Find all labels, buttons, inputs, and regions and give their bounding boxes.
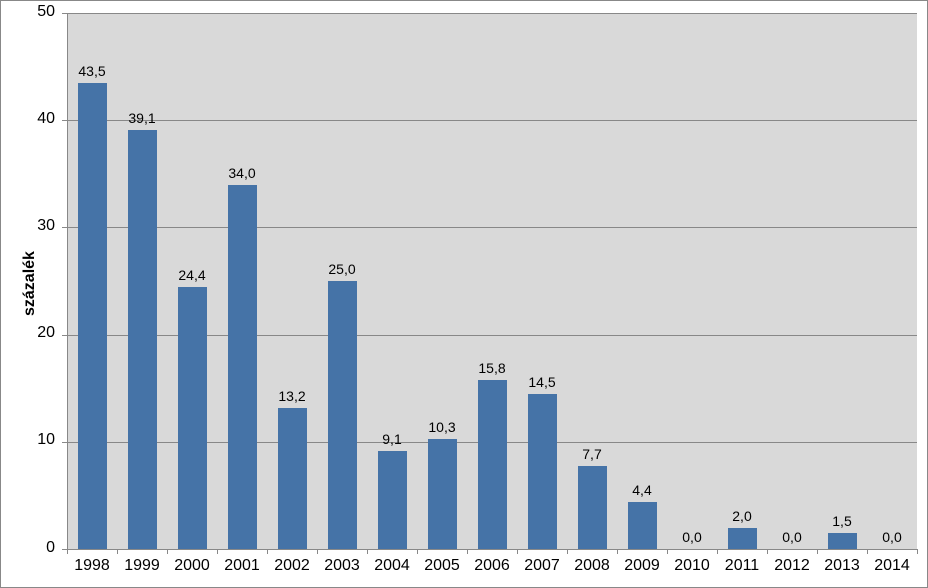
bar-slot: 0,0 xyxy=(867,13,917,549)
bar-slot: 25,0 xyxy=(317,13,367,549)
x-tick-label: 2011 xyxy=(717,557,767,575)
x-tick-label: 2012 xyxy=(767,557,817,575)
bar xyxy=(578,466,607,549)
bar-value-label: 0,0 xyxy=(867,529,917,545)
bar xyxy=(528,394,557,549)
bar-value-label: 4,4 xyxy=(617,482,667,498)
bar-value-label: 24,4 xyxy=(167,267,217,283)
y-tick-label: 40 xyxy=(15,110,55,128)
bar xyxy=(728,528,757,549)
bar-value-label: 1,5 xyxy=(817,513,867,529)
y-tick-label: 30 xyxy=(15,217,55,235)
bar-value-label: 2,0 xyxy=(717,508,767,524)
x-tick-label: 2001 xyxy=(217,557,267,575)
bar xyxy=(78,83,107,549)
x-tick-label: 1999 xyxy=(117,557,167,575)
y-tick-label: 10 xyxy=(15,431,55,449)
bar xyxy=(228,185,257,549)
bar xyxy=(828,533,857,549)
x-tick-label: 2009 xyxy=(617,557,667,575)
y-tick-label: 50 xyxy=(15,3,55,21)
bar-slot: 43,5 xyxy=(67,13,117,549)
bar-slot: 13,2 xyxy=(267,13,317,549)
bar xyxy=(428,439,457,549)
x-tick-label: 2002 xyxy=(267,557,317,575)
bar xyxy=(628,502,657,549)
bar-slot: 9,1 xyxy=(367,13,417,549)
bar xyxy=(278,408,307,550)
bar-value-label: 15,8 xyxy=(467,360,517,376)
y-tick-label: 20 xyxy=(15,324,55,342)
x-axis-line xyxy=(67,549,917,550)
bar-slot: 2,0 xyxy=(717,13,767,549)
bar-value-label: 25,0 xyxy=(317,261,367,277)
x-tick-mark xyxy=(917,549,918,554)
x-tick-label: 2003 xyxy=(317,557,367,575)
y-tick-label: 0 xyxy=(15,539,55,557)
bar-slot: 0,0 xyxy=(667,13,717,549)
bar-slot: 39,1 xyxy=(117,13,167,549)
bar-slot: 1,5 xyxy=(817,13,867,549)
y-axis-label: százalék xyxy=(21,251,39,316)
bar xyxy=(128,130,157,549)
bar-value-label: 7,7 xyxy=(567,446,617,462)
bars: 43,5 39,1 24,4 34,0 13,2 25,0 9,110,3 15,814,5 7… xyxy=(67,13,917,549)
bar-slot: 7,7 xyxy=(567,13,617,549)
bar-slot: 14,5 xyxy=(517,13,567,549)
x-tick-label: 2000 xyxy=(167,557,217,575)
bar-value-label: 14,5 xyxy=(517,374,567,390)
x-tick-label: 2014 xyxy=(867,557,917,575)
x-tick-label: 1998 xyxy=(67,557,117,575)
bar-slot: 4,4 xyxy=(617,13,667,549)
y-axis-line xyxy=(67,13,68,549)
bar-value-label: 39,1 xyxy=(117,110,167,126)
bar-value-label: 13,2 xyxy=(267,388,317,404)
x-tick-label: 2005 xyxy=(417,557,467,575)
bar xyxy=(328,281,357,549)
bar xyxy=(478,380,507,549)
bar-slot: 10,3 xyxy=(417,13,467,549)
bar xyxy=(378,451,407,549)
x-tick-label: 2007 xyxy=(517,557,567,575)
bar xyxy=(178,287,207,549)
x-tick-label: 2004 xyxy=(367,557,417,575)
bar-value-label: 0,0 xyxy=(767,529,817,545)
bar-slot: 15,8 xyxy=(467,13,517,549)
bar-value-label: 0,0 xyxy=(667,529,717,545)
bar-slot: 24,4 xyxy=(167,13,217,549)
bar-value-label: 34,0 xyxy=(217,165,267,181)
bar-slot: 34,0 xyxy=(217,13,267,549)
bar-value-label: 10,3 xyxy=(417,419,467,435)
bar-value-label: 9,1 xyxy=(367,431,417,447)
bar-value-label: 43,5 xyxy=(67,63,117,79)
x-tick-label: 2006 xyxy=(467,557,517,575)
chart-frame: százalék 0 10 20 30 40 50 43,5 39,1 24,4 34,0 13,… xyxy=(0,0,928,588)
x-tick-label: 2010 xyxy=(667,557,717,575)
bar-slot: 0,0 xyxy=(767,13,817,549)
x-tick-label: 2008 xyxy=(567,557,617,575)
x-tick-label: 2013 xyxy=(817,557,867,575)
